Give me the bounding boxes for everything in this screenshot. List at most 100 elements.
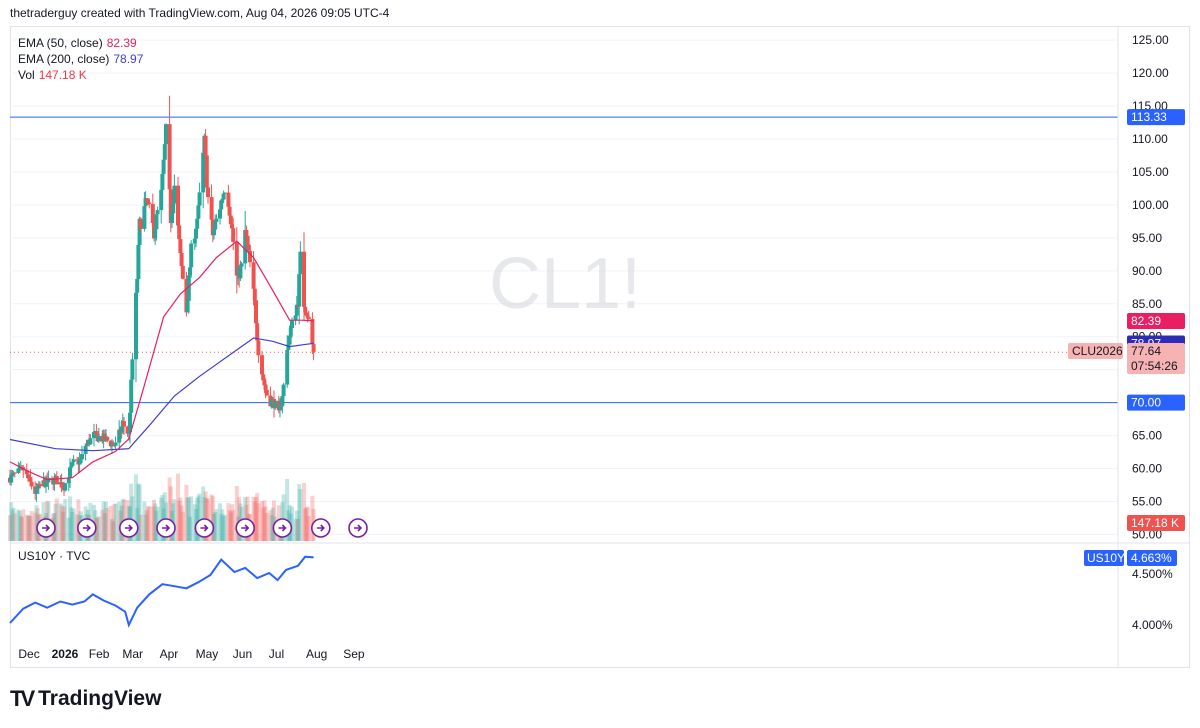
candle[interactable] [222, 192, 227, 194]
candle[interactable] [185, 300, 190, 313]
candle[interactable] [63, 483, 68, 491]
candle[interactable] [285, 350, 290, 385]
candle[interactable] [70, 462, 75, 466]
candle[interactable] [171, 203, 176, 214]
candle[interactable] [288, 327, 293, 336]
candle[interactable] [204, 155, 209, 188]
legend-ema200[interactable]: EMA (200, close) 78.97 [18, 51, 143, 67]
candle[interactable] [246, 244, 251, 251]
candle[interactable] [218, 209, 222, 219]
candle[interactable] [167, 124, 172, 190]
candle[interactable] [195, 218, 200, 229]
candle[interactable] [142, 206, 147, 229]
candle[interactable] [143, 198, 148, 207]
legend-vol[interactable]: Vol 147.18 K [18, 67, 143, 83]
candle[interactable] [220, 199, 225, 201]
candle[interactable] [212, 229, 216, 236]
candle[interactable] [306, 317, 311, 319]
candle[interactable] [84, 443, 89, 447]
candle[interactable] [122, 421, 126, 427]
candle[interactable] [244, 229, 249, 236]
candle[interactable] [189, 243, 194, 268]
candle[interactable] [278, 404, 282, 411]
candle[interactable] [197, 192, 202, 206]
candle[interactable] [287, 335, 292, 345]
us10y-legend[interactable]: US10Y · TVC [18, 549, 91, 563]
candle[interactable] [154, 214, 159, 230]
candle[interactable] [117, 429, 122, 443]
candle[interactable] [54, 476, 59, 485]
candle[interactable] [160, 173, 165, 190]
candle[interactable] [111, 442, 116, 446]
candle[interactable] [260, 355, 264, 375]
candle[interactable] [214, 218, 219, 222]
candle[interactable] [256, 340, 261, 356]
candle[interactable] [243, 229, 248, 264]
candle[interactable] [177, 225, 182, 239]
candle[interactable] [302, 251, 306, 307]
candle[interactable] [252, 288, 257, 301]
candle[interactable] [26, 474, 30, 479]
candle[interactable] [196, 205, 201, 219]
candle[interactable] [290, 320, 294, 328]
candle[interactable] [227, 206, 232, 216]
candle[interactable] [298, 251, 303, 275]
candle[interactable] [129, 379, 134, 413]
candle[interactable] [146, 199, 150, 203]
candle[interactable] [92, 432, 96, 439]
candle[interactable] [188, 267, 192, 276]
candle[interactable] [176, 185, 180, 226]
candle[interactable] [52, 477, 57, 485]
candle[interactable] [130, 359, 135, 380]
candle[interactable] [113, 442, 118, 446]
candle[interactable] [10, 473, 15, 475]
candle[interactable] [78, 459, 83, 461]
candle[interactable] [281, 384, 286, 397]
candle[interactable] [210, 219, 215, 236]
candle[interactable] [248, 250, 252, 263]
candle[interactable] [12, 472, 17, 474]
candle[interactable] [88, 438, 93, 445]
candle[interactable] [9, 474, 14, 483]
candle[interactable] [280, 396, 285, 406]
candle[interactable] [206, 187, 210, 198]
candle[interactable] [161, 159, 166, 174]
candle[interactable] [77, 459, 82, 465]
candle[interactable] [168, 189, 173, 223]
candle[interactable] [153, 229, 158, 239]
candle[interactable] [94, 431, 99, 434]
candle[interactable] [254, 300, 258, 324]
candle[interactable] [303, 306, 308, 313]
candle[interactable] [46, 478, 51, 483]
candle[interactable] [36, 484, 41, 489]
candle[interactable] [59, 482, 64, 488]
candle[interactable] [136, 244, 141, 279]
candle[interactable] [144, 198, 149, 200]
candle[interactable] [293, 315, 298, 321]
candle[interactable] [213, 221, 218, 230]
candle[interactable] [234, 241, 239, 276]
candle[interactable] [219, 200, 224, 210]
candle[interactable] [239, 263, 244, 267]
candle[interactable] [134, 292, 138, 360]
candle[interactable] [178, 238, 183, 254]
candle[interactable] [304, 312, 309, 316]
candle[interactable] [255, 323, 260, 341]
candle[interactable] [68, 467, 72, 478]
tradingview-logo[interactable]: TV TradingView [10, 686, 161, 712]
candle[interactable] [34, 487, 39, 494]
candle[interactable] [194, 228, 198, 239]
candle[interactable] [125, 426, 130, 434]
candle[interactable] [231, 228, 236, 242]
candle[interactable] [263, 385, 268, 390]
candle[interactable] [128, 412, 132, 433]
candle[interactable] [226, 192, 231, 207]
candle[interactable] [192, 238, 197, 244]
candle[interactable] [201, 152, 206, 193]
candle[interactable] [264, 389, 269, 396]
candle[interactable] [138, 218, 143, 229]
candle[interactable] [126, 432, 131, 434]
candle[interactable] [80, 454, 84, 460]
candle[interactable] [245, 235, 250, 245]
